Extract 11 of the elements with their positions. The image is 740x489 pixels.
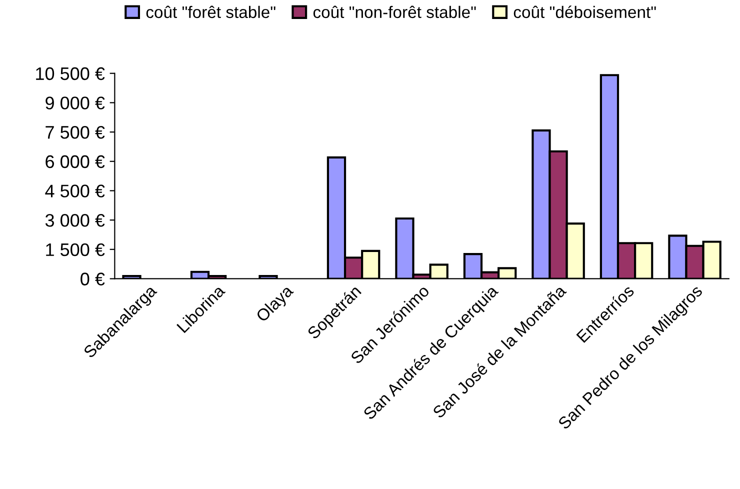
- y-tick-label: 0 €: [80, 272, 105, 286]
- y-tick-label: 4 500 €: [45, 184, 105, 198]
- y-tick-label: 1 500 €: [46, 243, 105, 256]
- y-tick-label: 10 500 €: [36, 67, 105, 80]
- y-tick-label: 9 000 €: [46, 96, 105, 110]
- legend-label: coût "forêt stable": [146, 6, 276, 18]
- y-tick-label: 6 000 €: [46, 155, 105, 168]
- y-tick-label: 3 000 €: [45, 214, 105, 227]
- legend-label: coût "non-forêt stable": [313, 6, 476, 18]
- legend-label: coût "déboisement": [514, 6, 656, 18]
- y-tick-label: 7 500 €: [46, 126, 105, 139]
